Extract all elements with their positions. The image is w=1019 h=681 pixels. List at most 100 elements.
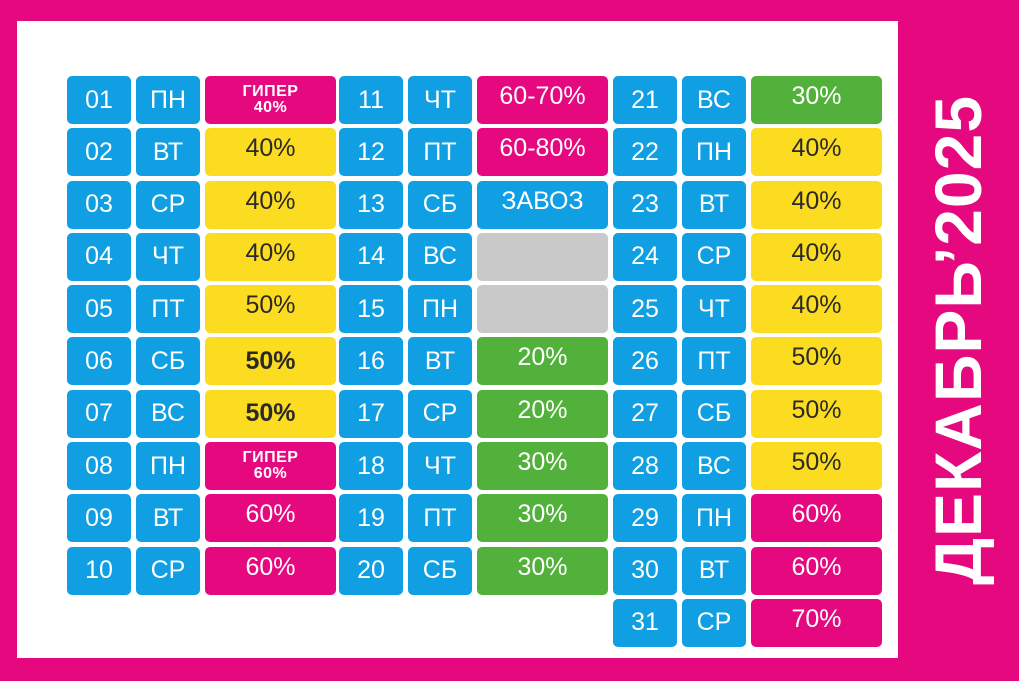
- weekday: ВТ: [682, 546, 746, 595]
- weekday: ПТ: [408, 494, 472, 543]
- discount-value: 30%: [751, 76, 882, 124]
- weekday: СБ: [136, 337, 200, 386]
- weekday: ПН: [136, 76, 200, 124]
- discount-value: 50%: [205, 337, 336, 386]
- discount-value: 40%: [751, 128, 882, 177]
- calendar-row: 30 ВТ 60%: [613, 546, 883, 595]
- day-number: 23: [613, 180, 677, 229]
- weekday: ПН: [408, 285, 472, 334]
- weekday: ВТ: [136, 128, 200, 177]
- calendar-row: 24 СР 40%: [613, 232, 883, 281]
- weekday: СР: [136, 180, 200, 229]
- discount-value: 60%: [751, 546, 882, 595]
- weekday: ПН: [682, 128, 746, 177]
- day-number: 17: [339, 389, 403, 438]
- day-number: 15: [339, 285, 403, 334]
- discount-value: 40%: [205, 232, 336, 281]
- day-number: 27: [613, 389, 677, 438]
- calendar-row: 13 СБ ЗАВОЗ: [339, 180, 609, 229]
- discount-value: 60-80%: [477, 128, 608, 177]
- calendar-row: 21 ВС 30%: [613, 76, 883, 124]
- discount-value: 60%: [205, 546, 336, 595]
- day-number: 28: [613, 442, 677, 491]
- calendar-row: 28 ВС 50%: [613, 442, 883, 491]
- calendar-row: 07 ВС 50%: [67, 389, 337, 438]
- discount-value: 50%: [205, 389, 336, 438]
- day-number: 02: [67, 128, 131, 177]
- discount-value: 50%: [205, 285, 336, 334]
- weekday: ПН: [682, 494, 746, 543]
- day-number: 05: [67, 285, 131, 334]
- calendar-row: 14 ВС: [339, 232, 609, 281]
- weekday: СБ: [682, 389, 746, 438]
- discount-value: ЗАВОЗ: [477, 180, 608, 229]
- calendar-row: 02 ВТ 40%: [67, 128, 337, 177]
- day-number: 03: [67, 180, 131, 229]
- day-number: 29: [613, 494, 677, 543]
- weekday: ЧТ: [682, 285, 746, 334]
- calendar-column-2: 11 ЧТ 60-70% 12 ПТ 60-80% 13 СБ ЗАВОЗ 14 ВС 15 ПН 16 В…: [339, 76, 609, 599]
- weekday: ПН: [136, 442, 200, 491]
- hyper-percent: 60%: [253, 465, 288, 483]
- discount-value: 50%: [751, 389, 882, 438]
- day-number: 09: [67, 494, 131, 543]
- weekday: ПТ: [136, 285, 200, 334]
- discount-value: 40%: [205, 180, 336, 229]
- calendar-column-1: 01 ПН ГИПЕР 40% 02 ВТ 40% 03 СР 40% 04 ЧТ 40% 05 ПТ 50%…: [67, 76, 337, 599]
- calendar-row: 11 ЧТ 60-70%: [339, 76, 609, 124]
- discount-value: 20%: [477, 389, 608, 438]
- hyper-discount: ГИПЕР 60%: [205, 442, 336, 491]
- calendar-row: 29 ПН 60%: [613, 494, 883, 543]
- calendar-row: 06 СБ 50%: [67, 337, 337, 386]
- calendar-row: 10 СР 60%: [67, 546, 337, 595]
- day-number: 08: [67, 442, 131, 491]
- calendar-row: 18 ЧТ 30%: [339, 442, 609, 491]
- day-number: 11: [339, 76, 403, 124]
- discount-value: 30%: [477, 546, 608, 595]
- calendar-row: 12 ПТ 60-80%: [339, 128, 609, 177]
- day-number: 16: [339, 337, 403, 386]
- day-number: 18: [339, 442, 403, 491]
- day-number: 10: [67, 546, 131, 595]
- weekday: СР: [682, 232, 746, 281]
- calendar-row: 20 СБ 30%: [339, 546, 609, 595]
- day-number: 04: [67, 232, 131, 281]
- hyper-percent: 40%: [253, 99, 288, 116]
- weekday: СР: [682, 598, 746, 647]
- weekday: ВТ: [682, 180, 746, 229]
- calendar-row: 31 СР 70%: [613, 598, 883, 647]
- discount-value: 60%: [751, 494, 882, 543]
- weekday: СБ: [408, 180, 472, 229]
- calendar-row: 19 ПТ 30%: [339, 494, 609, 543]
- weekday: ВС: [136, 389, 200, 438]
- weekday: ЧТ: [408, 442, 472, 491]
- calendar-row: 27 СБ 50%: [613, 389, 883, 438]
- weekday: ВТ: [408, 337, 472, 386]
- discount-value: 40%: [205, 128, 336, 177]
- day-number: 24: [613, 232, 677, 281]
- empty-slot: [477, 285, 608, 334]
- day-number: 30: [613, 546, 677, 595]
- discount-value: 50%: [751, 442, 882, 491]
- day-number: 21: [613, 76, 677, 124]
- empty-slot: [477, 232, 608, 281]
- day-number: 19: [339, 494, 403, 543]
- day-number: 20: [339, 546, 403, 595]
- discount-value: 60-70%: [477, 76, 608, 124]
- weekday: ЧТ: [408, 76, 472, 124]
- calendar-row: 16 ВТ 20%: [339, 337, 609, 386]
- day-number: 13: [339, 180, 403, 229]
- discount-value: 20%: [477, 337, 608, 386]
- discount-value: 40%: [751, 232, 882, 281]
- discount-value: 50%: [751, 337, 882, 386]
- calendar-column-3: 21 ВС 30% 22 ПН 40% 23 ВТ 40% 24 СР 40% 25 ЧТ 40% 26 ПТ 5…: [613, 76, 883, 651]
- calendar-row: 25 ЧТ 40%: [613, 285, 883, 334]
- discount-value: 60%: [205, 494, 336, 543]
- discount-value: 40%: [751, 285, 882, 334]
- weekday: ВС: [408, 232, 472, 281]
- calendar-row: 15 ПН: [339, 285, 609, 334]
- month-title: ДЕКАБРЬ’2025: [921, 94, 995, 586]
- day-number: 12: [339, 128, 403, 177]
- weekday: ВС: [682, 442, 746, 491]
